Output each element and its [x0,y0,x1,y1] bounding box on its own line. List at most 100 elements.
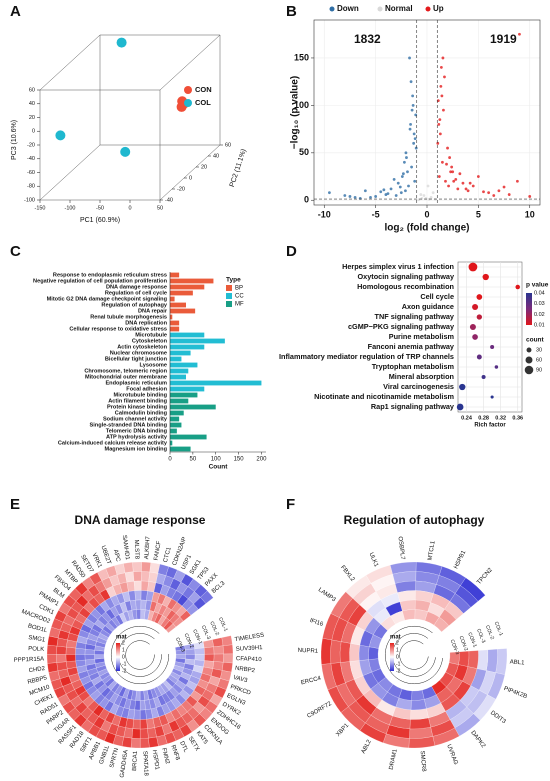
point [419,193,423,196]
heatmap-cell [141,571,150,582]
colorbar-title: mat [116,635,127,641]
y-tick-label: Response to endoplasmic reticulum stress [53,272,167,278]
y-tick-label: Negative regulation of cell population p… [33,278,168,284]
point [431,191,435,195]
point [411,103,415,107]
z-tick-label: -20 [27,142,35,148]
x-tick-label: 50 [157,205,163,211]
gene-label: GNB1L [99,744,112,765]
point [400,175,404,178]
heatmap-cell [132,561,142,572]
heatmap-cell [56,645,67,655]
point [398,185,402,189]
y-tick-label: cGMP−PKG signaling pathway [348,322,455,331]
point [436,99,440,103]
bar [170,434,207,440]
heatmap-cell [130,737,141,749]
legend-swatch [425,6,431,12]
y-tick-label: Mitotic G2 DNA damage checkpoint signali… [47,296,168,302]
colorbar-tick-label: 0 [396,654,399,660]
gene-label: SMG1 [28,635,46,644]
dot [468,262,478,272]
point [471,184,475,188]
annotation: 1832 [354,32,381,46]
heatmap-cell [320,638,332,665]
point [412,132,416,136]
sample-label: COL-1 [493,621,504,637]
y-tick-label: 100 [294,100,309,110]
colorbar-tick-label: 2 [122,640,125,646]
bar [170,272,180,278]
dot [476,294,483,300]
y-tick-label: Lysosome [140,362,167,368]
gene-label: APC [112,549,121,563]
y-tick-label: Actin filament binding [108,398,167,404]
dot [476,314,482,320]
box-edge [39,144,101,201]
bar [170,284,205,290]
point [353,196,357,199]
colorbar-tick-label: -1 [122,661,127,667]
gene-label: DRAM1 [389,748,399,770]
point [55,130,66,141]
heatmap-cell [141,580,149,592]
y-tick-label: Fanconi anemia pathway [368,342,455,351]
y-tick-label: Chromosome, telomeric region [84,368,167,374]
x-tick-label: -5 [372,209,380,219]
heatmap-cell [123,562,134,573]
gene-label: CTC1 [163,546,173,563]
y-tick-label: Calmodulin binding [115,410,168,416]
point [436,141,440,145]
size-legend-dot [524,365,534,375]
point [482,190,485,194]
bar [170,410,184,416]
gene-label: IFI16 [309,618,324,628]
point [404,151,408,155]
legend-swatch [226,301,232,307]
y-tick-label: Regulation of autophagy [101,302,167,308]
bar [170,386,205,392]
point [440,94,444,98]
y-tick-label: Mineral absorption [389,372,454,381]
box-edge [159,34,221,91]
size-legend-title: count [526,337,545,344]
heatmap-cell [213,653,224,663]
point [408,56,411,60]
heatmap-cell [213,645,224,655]
bar [170,344,205,350]
gene-label: RBBP5 [27,675,48,686]
sample-label: COL-2 [484,624,495,640]
heatmap-cell [402,609,416,621]
colorbar-tick-label: 0 [122,654,125,660]
point [439,66,443,69]
heatmap-cell [140,719,148,730]
gene-label: TPCN2 [476,567,494,586]
gene-label: ABL2 [361,738,373,754]
heatmap-cell [194,654,205,661]
z-tick-label: -60 [27,170,35,176]
point [382,188,386,192]
x-tick-label: -10 [318,209,331,219]
legend-swatch [184,99,192,107]
heatmap-cell [84,654,95,661]
x-tick-label: 5 [476,209,481,219]
gene-label: NRBP2 [235,666,256,675]
colorbar-tick-label: 1 [396,647,399,653]
z-tick-label: 60 [29,87,35,93]
x-tick-label: -50 [96,205,104,211]
point [404,189,407,193]
point [502,185,506,189]
y-tick-label: Microtubule binding [114,392,168,398]
point [422,194,426,197]
z-tick-label: -100 [24,197,35,203]
y-tick-label: DNA replication [125,320,167,326]
chart-title: DNA damage response [75,513,206,527]
point [476,175,480,178]
y-tick-label: Herpes simplex virus 1 infection [342,262,454,271]
y-tick-label: Telomeric DNA binding [106,428,168,434]
colorbar [526,293,532,325]
gene-label: CHD2 [28,666,46,674]
heatmap-cell [139,700,146,711]
point [443,75,446,79]
